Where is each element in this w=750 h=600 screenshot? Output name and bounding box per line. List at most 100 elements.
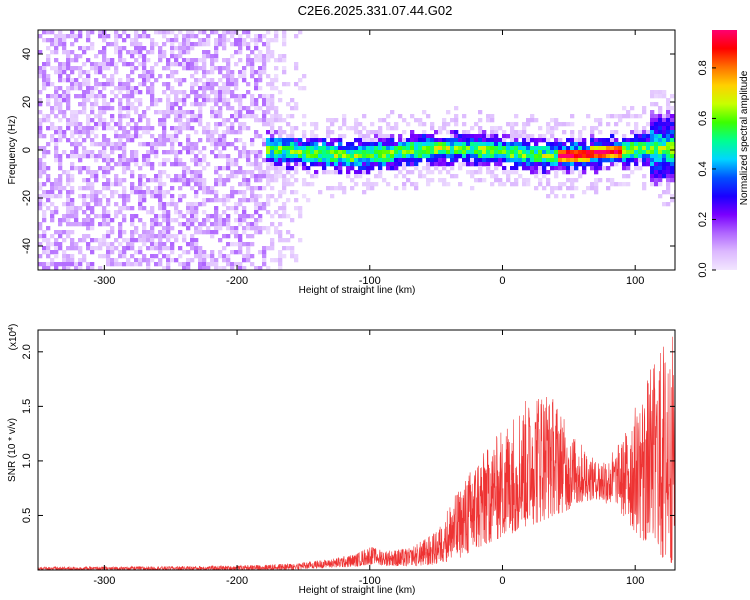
heatmap-cell (650, 182, 655, 187)
heatmap-cell (146, 142, 151, 147)
heatmap-cell (570, 170, 575, 175)
heatmap-cell (230, 74, 235, 79)
heatmap-cell (326, 134, 331, 139)
heatmap-cell (294, 138, 299, 143)
heatmap-cell (338, 142, 343, 147)
heatmap-cell (194, 130, 199, 135)
heatmap-cell (190, 258, 195, 263)
heatmap-cell (178, 130, 183, 135)
heatmap-cell (538, 166, 543, 171)
heatmap-cell (266, 110, 271, 115)
heatmap-cell (102, 122, 107, 127)
heatmap-cell (526, 122, 531, 127)
heatmap-cell (46, 82, 51, 87)
heatmap-cell (54, 194, 59, 199)
heatmap-cell (270, 94, 275, 99)
heatmap-cell (78, 94, 83, 99)
heatmap-cell (78, 46, 83, 51)
heatmap-cell (178, 90, 183, 95)
heatmap-cell (126, 206, 131, 211)
heatmap-cell (230, 158, 235, 163)
heatmap-cell (174, 38, 179, 43)
heatmap-cell (126, 82, 131, 87)
heatmap-cell (566, 138, 571, 143)
heatmap-cell (42, 38, 47, 43)
heatmap-cell (202, 254, 207, 259)
heatmap-cell (450, 174, 455, 179)
heatmap-cell (534, 142, 539, 147)
heatmap-cell (294, 62, 299, 67)
heatmap-cell (54, 126, 59, 131)
heatmap-cell (258, 178, 263, 183)
heatmap-cell (634, 122, 639, 127)
heatmap-cell (182, 42, 187, 47)
heatmap-cell (74, 54, 79, 59)
heatmap-cell (54, 158, 59, 163)
heatmap-cell (286, 154, 291, 159)
heatmap-cell (218, 70, 223, 75)
heatmap-cell (46, 266, 51, 270)
heatmap-cell (242, 206, 247, 211)
heatmap-cell (666, 138, 671, 143)
heatmap-cell (142, 66, 147, 71)
heatmap-cell (118, 154, 123, 159)
heatmap-cell (438, 126, 443, 131)
heatmap-cell (70, 210, 75, 215)
heatmap-cell (182, 126, 187, 131)
heatmap-cell (54, 98, 59, 103)
heatmap-cell (138, 42, 143, 47)
heatmap-cell (46, 78, 51, 83)
heatmap-cell (102, 66, 107, 71)
heatmap-cell (214, 94, 219, 99)
heatmap-cell (62, 94, 67, 99)
heatmap-cell (666, 106, 671, 111)
heatmap-cell (198, 114, 203, 119)
heatmap-cell (102, 154, 107, 159)
heatmap-cell (338, 182, 343, 187)
heatmap-cell (334, 146, 339, 151)
heatmap-cell (202, 130, 207, 135)
heatmap-cell (118, 34, 123, 39)
heatmap-cell (46, 194, 51, 199)
heatmap-cell (274, 114, 279, 119)
heatmap-cell (466, 138, 471, 143)
heatmap-cell (38, 130, 43, 135)
heatmap-cell (294, 146, 299, 151)
heatmap-cell (614, 154, 619, 159)
heatmap-cell (286, 146, 291, 151)
snr-x-tick-label: -200 (226, 575, 248, 587)
heatmap-cell (238, 58, 243, 63)
heatmap-cell (274, 58, 279, 63)
heatmap-cell (198, 38, 203, 43)
heatmap-cell (214, 102, 219, 107)
heatmap-cell (174, 78, 179, 83)
heatmap-cell (50, 242, 55, 247)
heatmap-cell (138, 34, 143, 39)
heatmap-cell (82, 106, 87, 111)
heatmap-cell (194, 66, 199, 71)
heatmap-cell (514, 158, 519, 163)
heatmap-cell (118, 210, 123, 215)
heatmap-cell (494, 130, 499, 135)
heatmap-cell (258, 70, 263, 75)
heatmap-cell (426, 182, 431, 187)
heatmap-cell (66, 50, 71, 55)
heatmap-cell (406, 146, 411, 151)
heatmap-cell (54, 130, 59, 135)
heatmap-cell (342, 114, 347, 119)
heatmap-cell (134, 126, 139, 131)
heatmap-cell (202, 250, 207, 255)
heatmap-cell (186, 170, 191, 175)
heatmap-cell (658, 118, 663, 123)
heatmap-cell (66, 254, 71, 259)
heatmap-cell (54, 230, 59, 235)
heatmap-cell (654, 150, 659, 155)
heatmap-cell (654, 154, 659, 159)
heatmap-cell (570, 178, 575, 183)
heatmap-cell (450, 166, 455, 171)
heatmap-cell (50, 138, 55, 143)
heatmap-cell (490, 154, 495, 159)
spectrogram-y-tick-label: 40 (21, 48, 33, 60)
heatmap-cell (286, 182, 291, 187)
heatmap-cell (198, 222, 203, 227)
